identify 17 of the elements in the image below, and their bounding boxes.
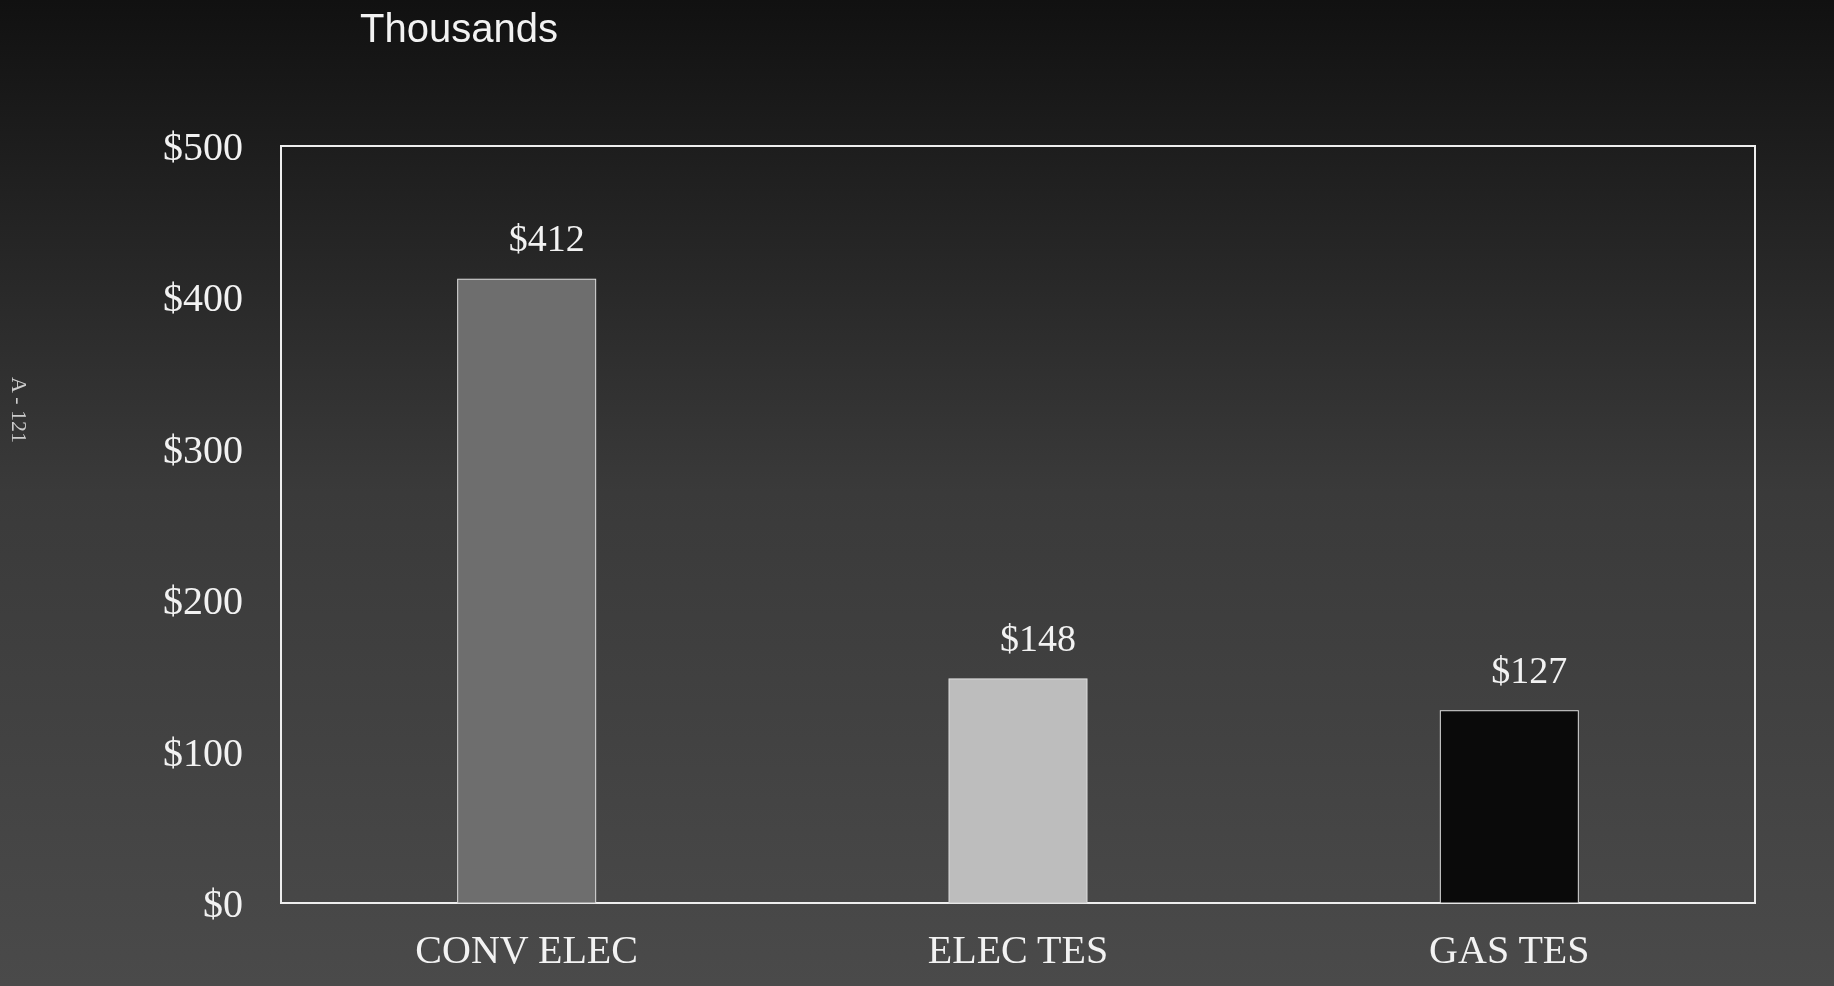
bar <box>457 278 597 904</box>
y-tick-label: $100 <box>163 729 243 775</box>
data-label: $412 <box>508 217 585 260</box>
data-label: $127 <box>1491 648 1568 691</box>
y-tick-label: $500 <box>163 124 243 169</box>
bar <box>948 678 1088 904</box>
data-label: $148 <box>1000 616 1076 659</box>
x-tick-label: GAS TES <box>1429 927 1590 972</box>
text: A - 121 <box>7 377 32 443</box>
y-tick-label: $400 <box>163 275 243 321</box>
y-tick-label: $200 <box>163 578 243 624</box>
y-tick-label: $0 <box>203 881 243 926</box>
bar <box>1439 710 1579 904</box>
y-axis-title: Thousands <box>360 6 558 50</box>
x-tick-label: CONV ELEC <box>415 927 638 972</box>
y-tick-label: $300 <box>163 426 243 472</box>
x-tick-label: ELEC TES <box>927 927 1109 972</box>
